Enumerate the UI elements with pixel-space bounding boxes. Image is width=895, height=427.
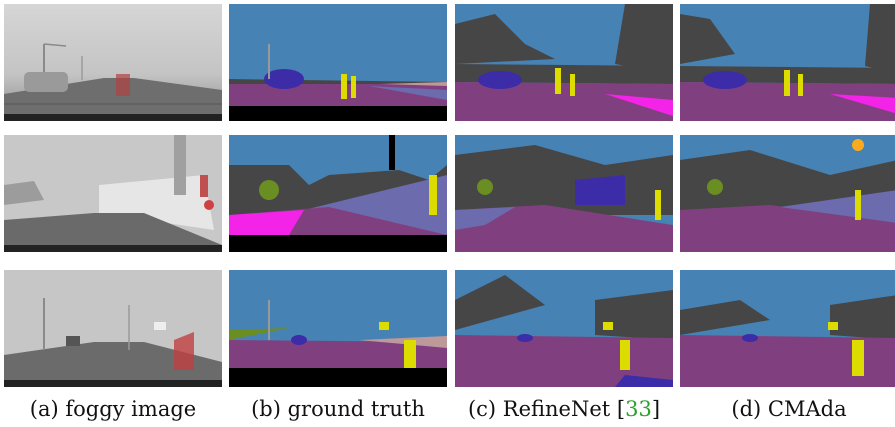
cmada-row3	[680, 270, 895, 387]
refinenet-row1	[455, 4, 673, 121]
ground-truth-row2	[229, 135, 447, 252]
caption-refinenet: (c) RefineNet [33]	[455, 397, 673, 421]
caption-refinenet-text: (c) RefineNet [	[467, 397, 626, 421]
refinenet-row2	[455, 135, 673, 252]
refinenet-row3	[455, 270, 673, 387]
caption-foggy-image: (a) foggy image	[29, 397, 197, 421]
caption-refinenet-bracket: ]	[651, 397, 661, 421]
foggy-image-row3	[4, 270, 222, 387]
caption-ground-truth: (b) ground truth	[251, 397, 425, 421]
foggy-image-row2	[4, 135, 222, 252]
cmada-row2	[680, 135, 895, 252]
cmada-row1	[680, 4, 895, 121]
ground-truth-row1	[229, 4, 447, 121]
foggy-image-row1	[4, 4, 222, 121]
citation-link[interactable]: 33	[625, 397, 652, 421]
caption-cmada: (d) CMAda	[731, 397, 847, 421]
ground-truth-row3	[229, 270, 447, 387]
